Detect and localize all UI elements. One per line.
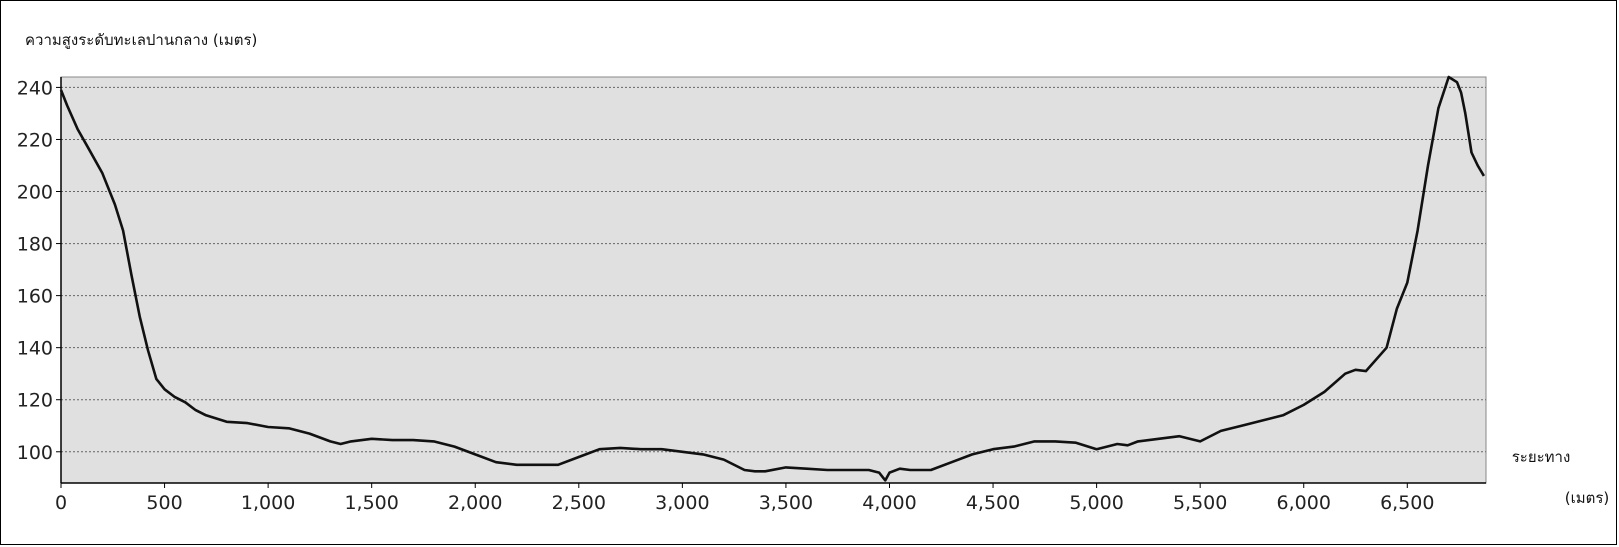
x-tick-label: 1,000 xyxy=(241,492,295,514)
x-tick-label: 1,500 xyxy=(344,492,398,514)
y-tick-label: 100 xyxy=(17,442,53,464)
x-tick-label: 5,500 xyxy=(1173,492,1227,514)
y-tick-label: 200 xyxy=(17,182,53,204)
y-tick-label: 180 xyxy=(17,234,53,256)
y-tick-label: 160 xyxy=(17,286,53,308)
gridlines xyxy=(61,86,1486,453)
y-axis-ticks: 100 120 140 160 180 200 220 240 xyxy=(17,77,61,464)
x-tick-label: 2,500 xyxy=(552,492,606,514)
x-tick-label: 3,000 xyxy=(655,492,709,514)
y-tick-label: 240 xyxy=(17,77,53,99)
y-tick-label: 220 xyxy=(17,129,53,151)
x-tick-label: 3,500 xyxy=(759,492,813,514)
x-tick-label: 4,000 xyxy=(862,492,916,514)
x-tick-label: 5,000 xyxy=(1069,492,1123,514)
x-tick-label: 0 xyxy=(55,492,67,514)
x-axis-title-line2: (เมตร) xyxy=(1565,489,1610,507)
x-axis-title-line1: ระยะทาง xyxy=(1512,448,1571,466)
plot-area xyxy=(60,76,1487,484)
x-tick-label: 6,500 xyxy=(1380,492,1434,514)
y-tick-label: 120 xyxy=(17,390,53,412)
x-tick-label: 500 xyxy=(146,492,182,514)
y-tick-label: 140 xyxy=(17,338,53,360)
y-axis-title: ความสูงระดับทะเลปานกลาง (เมตร) xyxy=(25,31,257,49)
x-tick-label: 6,000 xyxy=(1277,492,1331,514)
x-axis-ticks: 0 500 1,000 1,500 2,000 2,500 3,000 3,500 4,000 4… xyxy=(55,483,1434,514)
x-tick-label: 2,000 xyxy=(448,492,502,514)
elevation-series-line xyxy=(59,75,1486,482)
x-tick-label: 4,500 xyxy=(966,492,1020,514)
